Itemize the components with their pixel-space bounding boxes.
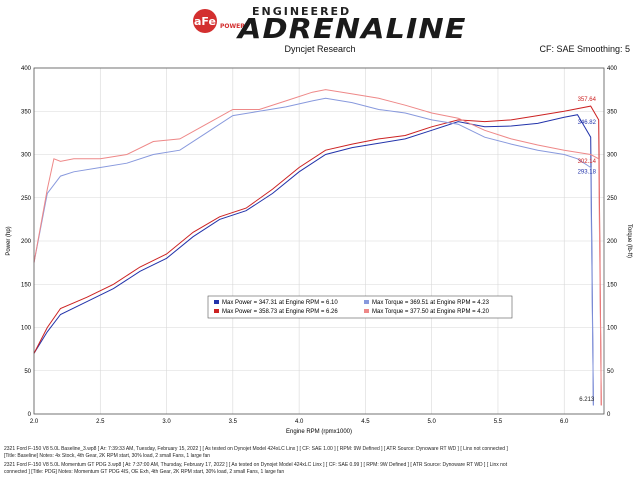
- series-line: [33, 89, 602, 406]
- y-axis-label-left: Power (hp): [6, 226, 12, 255]
- cf-label: CF: SAE Smoothing: 5: [539, 44, 630, 54]
- footer-line-2: [Title: Baseline] Notes: 4x Stock, 4th G…: [4, 453, 211, 459]
- logo-sub: POWER: [220, 23, 245, 30]
- legend-row: Max Power = 358.73 at Engine RPM = 6.26 …: [214, 309, 490, 315]
- y-tick-label-right: 0: [607, 412, 611, 418]
- brand-top-text: ENGINEERED: [252, 5, 352, 18]
- footer-line-4: connected ] [Title: PDG] Notes: Momentum…: [4, 469, 285, 475]
- header: aFe POWER ENGINEERED ADRENALINE: [0, 0, 640, 45]
- grid: [33, 67, 604, 415]
- annotation-label: 302.14: [578, 159, 597, 165]
- afe-logo: aFe POWER: [193, 9, 245, 33]
- series-line: [33, 105, 602, 406]
- x-tick-label: 5.0: [428, 419, 437, 425]
- legend: Max Power = 347.31 at Engine RPM = 6.10 …: [207, 295, 513, 319]
- y-tick-label-right: 200: [607, 239, 618, 245]
- x-tick-label: 6.0: [560, 419, 569, 425]
- footer-line-1: 2321 Ford F-150 V8 5.0L Baseline_3.wp8 […: [4, 446, 508, 452]
- y-tick-label: 250: [21, 196, 32, 202]
- x-tick-label: 5.5: [494, 419, 503, 425]
- y-tick-label-right: 300: [607, 153, 618, 159]
- logo-text: aFe: [194, 15, 216, 28]
- footer-line-3: 2321 Ford F-150 V8 5.0L Momentum GT PDG …: [4, 462, 508, 468]
- y-tick-label: 0: [28, 412, 32, 418]
- y-tick-label-right: 350: [607, 109, 618, 115]
- annotation-label: 6.213: [579, 397, 595, 403]
- brand-main-text: ADRENALINE: [238, 12, 467, 45]
- y-tick-label: 300: [21, 153, 32, 159]
- plot-frame: [33, 67, 605, 415]
- x-tick-label: 4.0: [295, 419, 304, 425]
- legend-swatch: [364, 309, 369, 313]
- y-tick-label-right: 100: [607, 326, 618, 332]
- x-tick-label: 3.0: [162, 419, 171, 425]
- legend-label: Max Torque = 369.51 at Engine RPM = 4.23: [372, 300, 490, 306]
- legend-swatch: [364, 300, 369, 304]
- y-axis-label-right: Torque (lb-ft): [626, 224, 632, 258]
- y-tick-label: 150: [21, 282, 32, 288]
- y-tick-label: 100: [21, 326, 32, 332]
- series-group: [33, 89, 602, 406]
- y-tick-label-right: 250: [607, 196, 618, 202]
- legend-box: [207, 295, 513, 319]
- chart-subtitle: Dyncjet Research: [284, 44, 356, 54]
- annotation-label: 293.18: [578, 170, 597, 176]
- x-ticks: 2.0 2.5 3.0 3.5 4.0 4.5 5.0 5.5 6.0: [30, 419, 569, 425]
- legend-swatch: [214, 300, 219, 304]
- series-line: [33, 114, 594, 406]
- y-tick-label-right: 150: [607, 282, 618, 288]
- y-tick-label: 50: [24, 369, 31, 375]
- y-tick-label: 400: [21, 66, 32, 72]
- x-axis-label: Engine RPM (rpmx1000): [286, 429, 352, 435]
- series-line: [33, 97, 594, 406]
- annotation-label: 346.82: [578, 120, 597, 126]
- y-tick-label-right: 50: [607, 369, 614, 375]
- legend-swatch: [214, 309, 219, 313]
- x-tick-label: 3.5: [229, 419, 238, 425]
- y-tick-label: 200: [21, 239, 32, 245]
- legend-label: Max Power = 358.73 at Engine RPM = 6.26: [222, 309, 338, 315]
- y-tick-label-right: 400: [607, 66, 618, 72]
- x-tick-label: 2.0: [30, 419, 39, 425]
- x-tick-label: 2.5: [96, 419, 105, 425]
- annotations: 357.64 346.82 302.14 293.18 6.213: [578, 97, 597, 403]
- x-tick-label: 4.5: [361, 419, 370, 425]
- annotation-label: 357.64: [578, 97, 597, 103]
- legend-label: Max Torque = 377.50 at Engine RPM = 4.20: [372, 309, 490, 315]
- y-ticks: 0 0 50 50 100 100 150 150 200 200 250 250 300 300 350 3…: [21, 66, 618, 418]
- y-tick-label: 350: [21, 109, 32, 115]
- legend-row: Max Power = 347.31 at Engine RPM = 6.10 …: [214, 300, 490, 306]
- legend-label: Max Power = 347.31 at Engine RPM = 6.10: [222, 300, 338, 306]
